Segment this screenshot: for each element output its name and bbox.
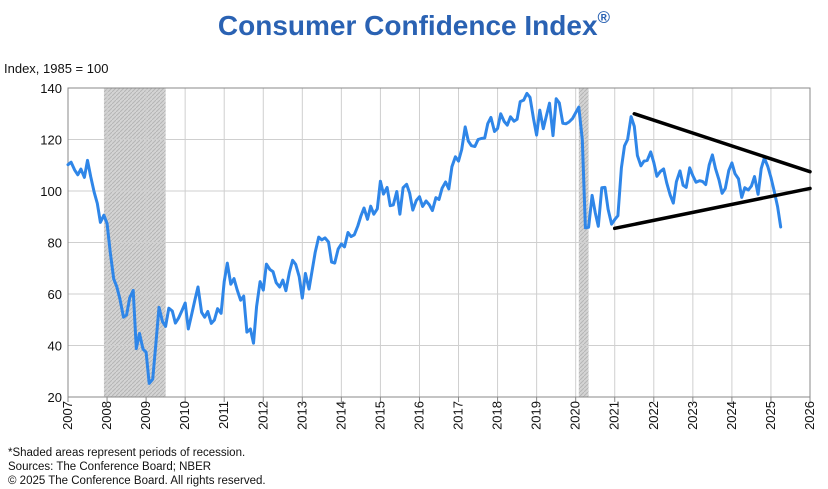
x-tick-label-2012: 2012 bbox=[255, 401, 270, 430]
chart-title: Consumer Confidence Index® bbox=[0, 8, 828, 42]
trendline-0 bbox=[632, 112, 812, 174]
y-axis-unit-label: Index, 1985 = 100 bbox=[4, 61, 109, 76]
x-tick-label-2020: 2020 bbox=[568, 401, 583, 430]
plot-frame bbox=[67, 87, 811, 398]
x-axis-ticks: 2007 2008 2009 2010 2011 2012 2013 2014 2015 2016… bbox=[60, 397, 817, 430]
x-tick-label-2009: 2009 bbox=[138, 401, 153, 430]
x-tick-label-2010: 2010 bbox=[177, 401, 192, 430]
y-tick-label-60: 60 bbox=[48, 287, 62, 302]
x-tick-label-2014: 2014 bbox=[333, 401, 348, 430]
y-axis-ticks: 20 40 60 80 100 120 140 bbox=[40, 81, 62, 405]
y-tick-label-140: 140 bbox=[40, 81, 62, 96]
x-tick-label-2024: 2024 bbox=[724, 401, 739, 430]
x-tick-label-2021: 2021 bbox=[607, 401, 622, 430]
x-tick-label-2026: 2026 bbox=[802, 401, 817, 430]
x-tick-label-2025: 2025 bbox=[763, 401, 778, 430]
x-tick-label-2015: 2015 bbox=[372, 401, 387, 430]
trendline-1 bbox=[612, 186, 812, 231]
y-tick-label-100: 100 bbox=[40, 184, 62, 199]
chart-title-text: Consumer Confidence Index bbox=[217, 10, 598, 41]
x-tick-label-2007: 2007 bbox=[60, 401, 75, 430]
x-tick-label-2011: 2011 bbox=[216, 401, 231, 429]
trendlines bbox=[612, 112, 812, 231]
x-tick-label-2017: 2017 bbox=[451, 401, 466, 430]
x-tick-label-2008: 2008 bbox=[99, 401, 114, 430]
y-tick-label-120: 120 bbox=[40, 133, 62, 148]
footnote-recession: *Shaded areas represent periods of reces… bbox=[8, 447, 246, 459]
x-tick-label-2013: 2013 bbox=[294, 401, 309, 430]
footnote-copyright: © 2025 The Conference Board. All rights … bbox=[8, 475, 266, 487]
footnotes: *Shaded areas represent periods of reces… bbox=[8, 446, 266, 488]
series-layer bbox=[66, 91, 783, 385]
registered-mark: ® bbox=[597, 8, 611, 27]
y-tick-label-40: 40 bbox=[48, 339, 62, 354]
y-tick-label-80: 80 bbox=[48, 236, 62, 251]
x-tick-label-2022: 2022 bbox=[646, 401, 661, 430]
x-tick-label-2016: 2016 bbox=[411, 401, 426, 430]
footnote-sources: Sources: The Conference Board; NBER bbox=[8, 461, 212, 473]
y-tick-label-20: 20 bbox=[48, 390, 62, 405]
x-tick-label-2019: 2019 bbox=[529, 401, 544, 430]
x-tick-label-2018: 2018 bbox=[490, 401, 505, 430]
x-tick-label-2023: 2023 bbox=[685, 401, 700, 430]
series-line-0 bbox=[66, 91, 783, 385]
